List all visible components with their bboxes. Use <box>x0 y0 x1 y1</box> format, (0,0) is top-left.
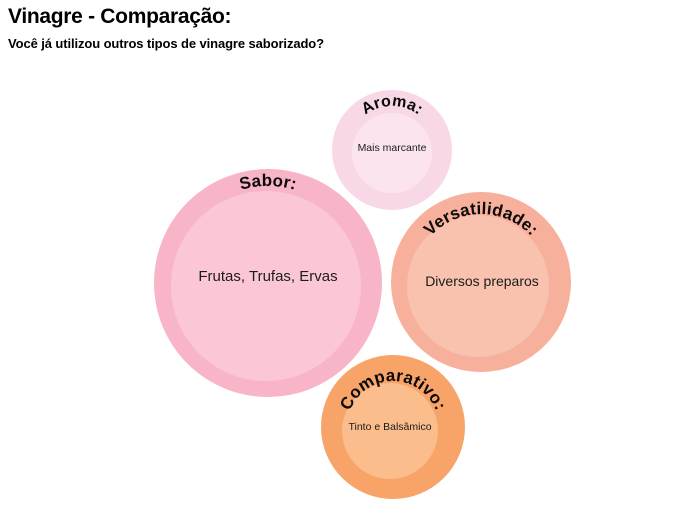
bubble-versatilidade-inner-circle <box>407 215 549 357</box>
bubble-sabor-inner-circle <box>171 191 361 381</box>
bubble-versatilidade-value: Diversos preparos <box>425 273 539 289</box>
bubble-sabor-label: Sabor: <box>237 171 298 194</box>
bubble-aroma-inner-circle <box>352 113 432 193</box>
bubble-versatilidade: Versatilidade: Diversos preparos <box>391 192 571 372</box>
bubble-comparativo-value: Tinto e Balsâmico <box>348 421 431 433</box>
bubble-aroma-value: Mais marcante <box>358 142 427 154</box>
page-title: Vinagre - Comparação: <box>8 5 232 28</box>
bubble-aroma: Aroma: Mais marcante <box>332 90 452 210</box>
bubble-comparativo: Comparativo: Tinto e Balsâmico <box>321 355 465 499</box>
page-subtitle: Você já utilizou outros tipos de vinagre… <box>8 36 324 51</box>
report-header: Vinagre - Comparação: Você já utilizou o… <box>8 5 324 51</box>
bubble-comparativo-inner-circle <box>342 383 438 479</box>
bubble-sabor: Sabor: Frutas, Trufas, Ervas <box>154 169 382 397</box>
bubble-sabor-value: Frutas, Trufas, Ervas <box>198 268 337 285</box>
